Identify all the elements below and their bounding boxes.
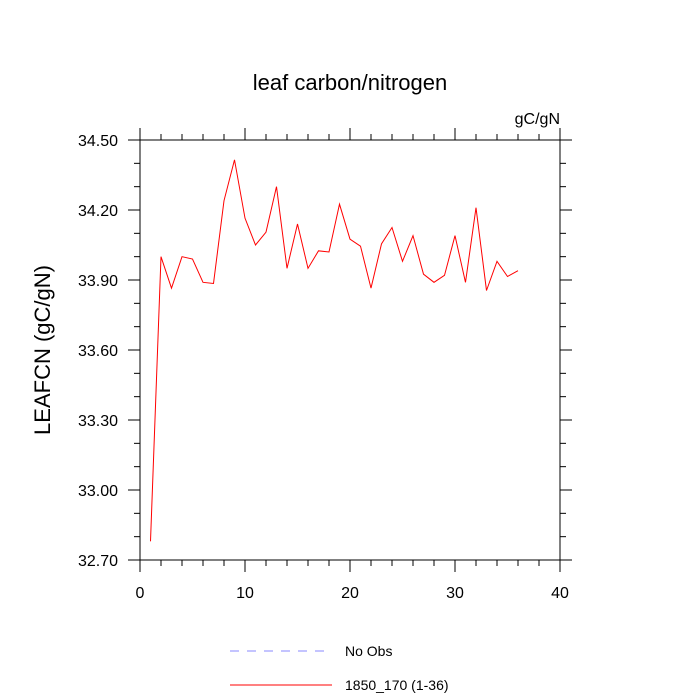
y-tick-label: 33.30 (78, 413, 118, 430)
y-tick-label: 33.90 (78, 273, 118, 290)
y-tick-label: 33.60 (78, 343, 118, 360)
y-tick-label: 33.00 (78, 483, 118, 500)
y-tick-label: 34.50 (78, 133, 118, 150)
y-tick-label: 34.20 (78, 203, 118, 220)
axis-ticks (128, 128, 572, 572)
x-tick-label: 10 (236, 585, 254, 602)
chart-title: leaf carbon/nitrogen (253, 70, 447, 95)
legend: No Obs 1850_170 (1-36) (230, 643, 449, 693)
y-axis-label: LEAFCN (gC/gN) (30, 265, 55, 435)
x-tick-label: 0 (136, 585, 145, 602)
series-line (150, 159, 519, 542)
legend-label: No Obs (345, 643, 392, 659)
y-tick-label: 32.70 (78, 553, 118, 570)
x-tick-label: 20 (341, 585, 359, 602)
axis-tick-labels: 0 10 20 30 40 32.70 33.00 33.30 33.60 33.90 34.20 3… (78, 133, 569, 602)
x-tick-label: 30 (446, 585, 464, 602)
units-label: gC/gN (515, 111, 560, 128)
plot-frame (139, 139, 561, 561)
x-tick-label: 40 (551, 585, 569, 602)
legend-label: 1850_170 (1-36) (345, 677, 449, 693)
series-layer (150, 159, 519, 542)
